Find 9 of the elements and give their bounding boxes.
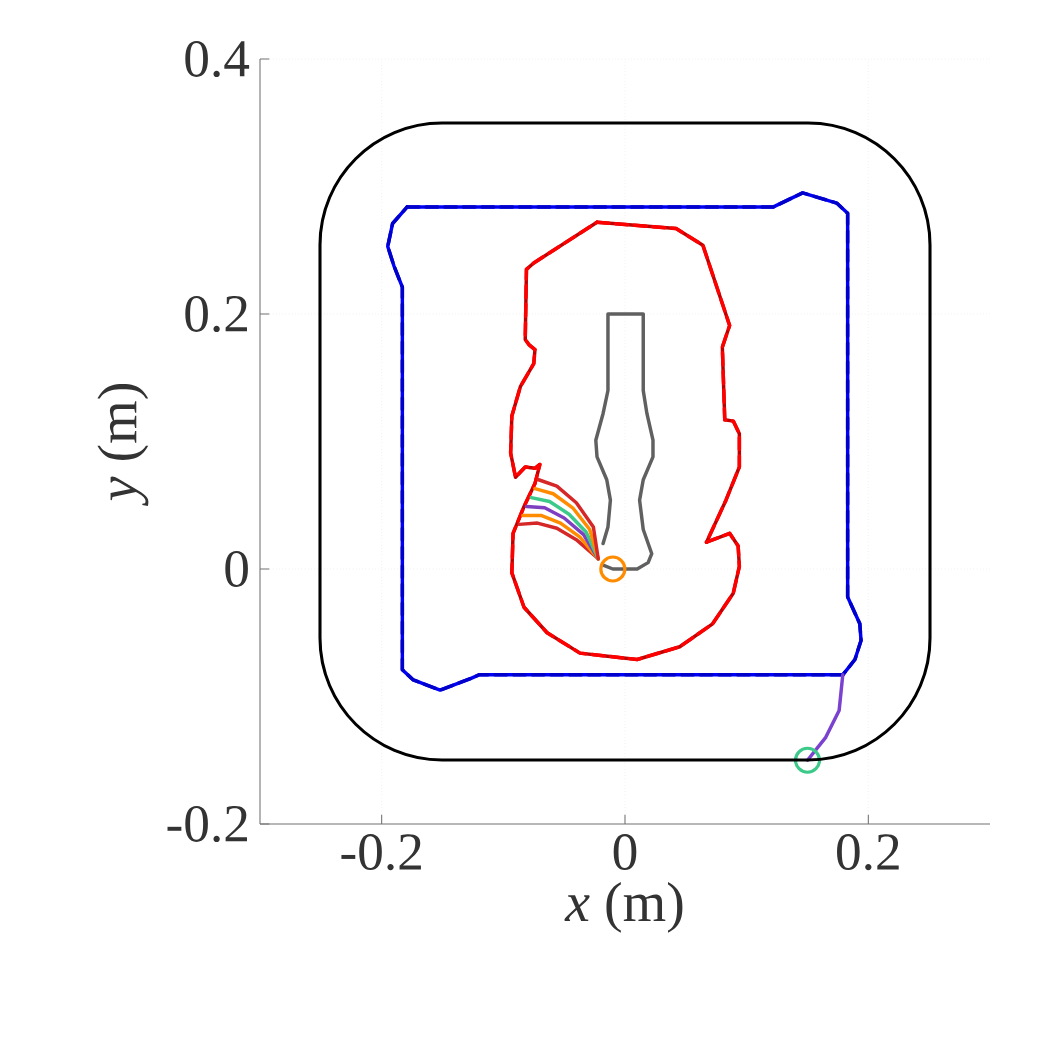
- y-tick-label: -0.2: [167, 805, 247, 843]
- x-tick-label: -0.2: [341, 834, 421, 871]
- y-tick-label: 0.2: [185, 295, 247, 333]
- y-tick-label: 0: [225, 551, 248, 587]
- x-tick-label: 0.2: [837, 834, 899, 871]
- y-tick-label: 0.4: [185, 40, 250, 78]
- y-axis-title: y (m): [97, 384, 149, 507]
- x-tick-label: 0: [613, 834, 637, 871]
- x-axis-title: x (m): [564, 882, 683, 933]
